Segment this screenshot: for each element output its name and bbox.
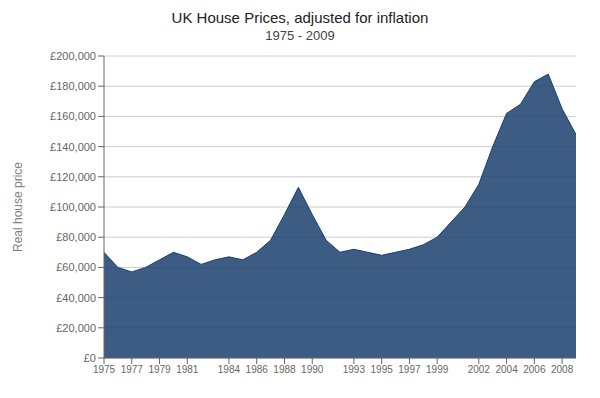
svg-text:1975: 1975 xyxy=(93,364,116,375)
svg-text:1990: 1990 xyxy=(301,364,324,375)
svg-text:£180,000: £180,000 xyxy=(50,80,96,92)
svg-text:1979: 1979 xyxy=(148,364,171,375)
svg-text:£140,000: £140,000 xyxy=(50,141,96,153)
svg-text:£160,000: £160,000 xyxy=(50,110,96,122)
svg-text:1984: 1984 xyxy=(218,364,241,375)
svg-text:£80,000: £80,000 xyxy=(56,231,96,243)
svg-text:£200,000: £200,000 xyxy=(50,50,96,62)
svg-text:2002: 2002 xyxy=(468,364,491,375)
svg-text:1995: 1995 xyxy=(371,364,394,375)
html-text:UK House Prices, adjusted for: UK House Prices, adjusted for inflation xyxy=(171,9,429,26)
svg-text:1993: 1993 xyxy=(343,364,366,375)
svg-text:£100,000: £100,000 xyxy=(50,201,96,213)
svg-text:1986: 1986 xyxy=(246,364,269,375)
svg-text:£60,000: £60,000 xyxy=(56,261,96,273)
svg-text:£40,000: £40,000 xyxy=(56,292,96,304)
svg-text:2006: 2006 xyxy=(523,364,546,375)
svg-text:Real house price: Real house price xyxy=(11,162,25,252)
svg-text:£0: £0 xyxy=(84,352,96,364)
svg-text:1988: 1988 xyxy=(273,364,296,375)
svg-text:1977: 1977 xyxy=(121,364,144,375)
svg-text:1981: 1981 xyxy=(176,364,199,375)
svg-text:1997: 1997 xyxy=(398,364,421,375)
html-text:1975 - 2009: 1975 - 2009 xyxy=(265,28,335,43)
svg-text:2008: 2008 xyxy=(551,364,574,375)
svg-text:£120,000: £120,000 xyxy=(50,171,96,183)
svg-text:2004: 2004 xyxy=(495,364,518,375)
svg-text:1999: 1999 xyxy=(426,364,449,375)
svg-text:£20,000: £20,000 xyxy=(56,322,96,334)
